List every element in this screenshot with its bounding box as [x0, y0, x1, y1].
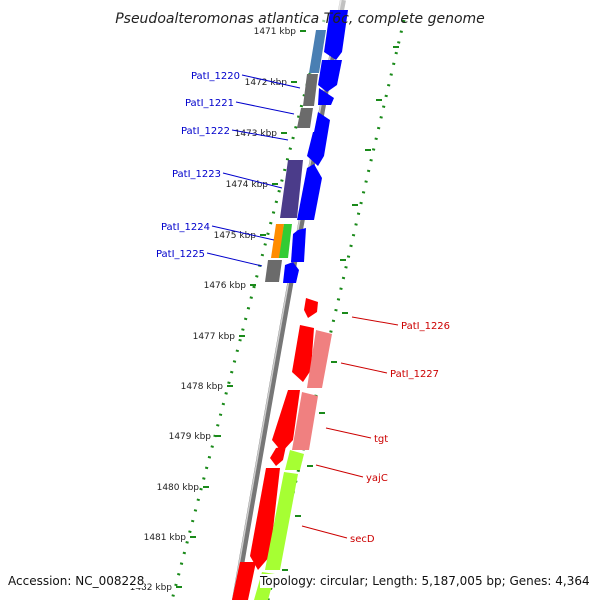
gene-label-right[interactable]: tgt — [374, 434, 388, 445]
kbp-tick-label: 1474 kbp — [226, 180, 269, 190]
kbp-tick-label: 1476 kbp — [204, 281, 247, 291]
feature-patI-1219[interactable] — [309, 10, 348, 73]
kbp-tick-label: 1477 kbp — [193, 332, 236, 342]
gene-label-right[interactable]: PatI_1226 — [401, 321, 450, 332]
gene-label-leader — [340, 362, 388, 374]
feature-yajC[interactable] — [270, 446, 304, 470]
feature-patI-1225[interactable] — [265, 260, 299, 283]
gene-label-right[interactable]: secD — [350, 534, 375, 545]
gene-label-leader — [231, 129, 289, 141]
gene-label-leader — [211, 225, 275, 241]
gene-label-leader — [301, 525, 348, 539]
gene-label-left[interactable]: PatI_1221 — [185, 98, 234, 109]
gene-label-leader — [351, 316, 399, 326]
kbp-tick-label: 1475 kbp — [214, 231, 257, 241]
accession-label: Accession: NC_008228 — [8, 574, 145, 588]
gene-label-leader — [315, 464, 364, 478]
left-gene-labels: PatI_1220 PatI_1221 PatI_1222 PatI_1223 PatI… — [156, 71, 301, 267]
topology-label: Topology: circular; Length: 5,187,005 bp… — [260, 574, 590, 588]
gene-label-left[interactable]: PatI_1222 — [181, 126, 230, 137]
gene-label-leader — [325, 427, 372, 439]
feature-patI-1220[interactable] — [303, 60, 342, 106]
kbp-tick-label: 1482 kbp — [130, 583, 173, 593]
kbp-tick-label: 1479 kbp — [169, 432, 212, 442]
feature-patI-1223[interactable] — [280, 160, 322, 220]
feature-patI-1227[interactable] — [292, 325, 332, 388]
gene-label-leader — [206, 252, 263, 267]
gene-label-left[interactable]: PatI_1220 — [191, 71, 240, 82]
feature-tgt[interactable] — [272, 390, 318, 452]
map-title: Pseudoalteromonas atlantica T6c, complet… — [115, 11, 485, 27]
gene-label-leader — [222, 172, 283, 189]
feature-secD[interactable] — [250, 468, 298, 570]
inner-dotted-track — [170, 19, 326, 600]
feature-patI-1222[interactable] — [307, 132, 328, 166]
kbp-tick-label: 1480 kbp — [157, 483, 200, 493]
gene-label-left[interactable]: PatI_1224 — [161, 222, 210, 233]
gene-label-right[interactable]: PatI_1227 — [390, 369, 439, 380]
feature-patI-1224[interactable] — [271, 224, 306, 262]
kbp-tick-label: 1481 kbp — [144, 533, 187, 543]
kbp-tick-label: 1471 kbp — [254, 27, 297, 37]
gene-label-leader — [241, 74, 301, 89]
gene-label-left[interactable]: PatI_1225 — [156, 249, 205, 260]
gene-label-left[interactable]: PatI_1223 — [172, 169, 221, 180]
feature-patI-1221[interactable] — [297, 88, 334, 132]
kbp-tick-label: 1472 kbp — [245, 78, 288, 88]
kbp-tick-label: 1478 kbp — [181, 382, 224, 392]
gene-label-right[interactable]: yajC — [366, 473, 388, 484]
feature-patI-1226[interactable] — [304, 298, 318, 318]
gene-label-leader — [235, 101, 295, 115]
